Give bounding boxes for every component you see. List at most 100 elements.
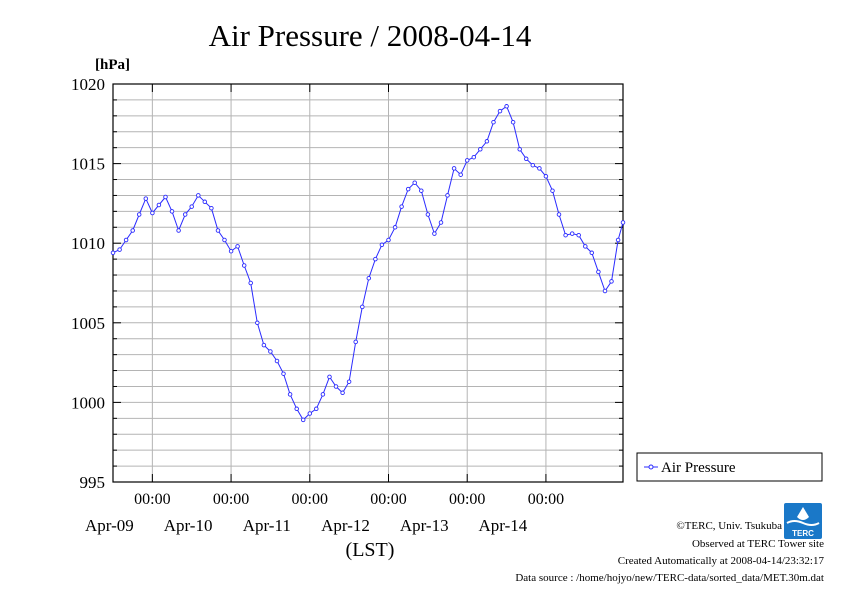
- data-point: [248, 280, 253, 286]
- data-point: [373, 256, 378, 262]
- data-point: [504, 104, 509, 109]
- data-point: [182, 212, 188, 217]
- series-line: [112, 105, 624, 421]
- y-tick-label: 1010: [71, 234, 105, 253]
- y-tick-label: 1015: [71, 155, 105, 174]
- x-tick-time-label: 00:00: [134, 491, 170, 508]
- legend: Air Pressure: [636, 452, 823, 482]
- data-point: [189, 204, 194, 209]
- data-point: [445, 193, 450, 198]
- x-tick-date-label: Apr-11: [243, 516, 291, 535]
- data-point: [123, 237, 129, 243]
- data-point: [294, 406, 299, 412]
- logo-drop-icon: [797, 507, 809, 520]
- axes: [112, 83, 624, 483]
- x-tick-date-label: Apr-13: [400, 516, 449, 535]
- data-point: [550, 188, 555, 193]
- data-point: [569, 231, 575, 236]
- data-point: [464, 158, 470, 163]
- data-point: [484, 139, 490, 144]
- data-point: [602, 288, 608, 294]
- data-point: [228, 248, 234, 254]
- data-point: [392, 225, 398, 230]
- data-point: [523, 156, 529, 162]
- data-point: [386, 237, 391, 243]
- data-point: [471, 154, 477, 160]
- data-point: [379, 242, 385, 248]
- data-point: [620, 220, 626, 225]
- data-point: [202, 199, 208, 205]
- plot-frame: [112, 83, 624, 483]
- x-tick-date-label: Apr-14: [479, 516, 528, 535]
- data-point: [419, 188, 424, 193]
- data-point: [268, 349, 273, 354]
- data-point: [327, 374, 332, 380]
- y-axis-unit-label: [hPa]: [95, 57, 130, 73]
- terc-logo: TERC: [784, 503, 822, 539]
- legend-box: [636, 452, 823, 482]
- data-point: [543, 174, 549, 179]
- data-point: [274, 358, 280, 364]
- x-axis-label: (LST): [346, 539, 395, 561]
- data-point: [530, 162, 536, 168]
- data-point: [491, 119, 496, 125]
- data-point: [143, 196, 149, 201]
- x-tick-labels: 00:00Apr-0900:00Apr-1000:00Apr-1100:00Ap…: [85, 491, 564, 535]
- data-point: [241, 263, 247, 268]
- logo-text: TERC: [792, 529, 814, 538]
- data-point: [576, 232, 581, 238]
- x-tick-time-label: 00:00: [213, 491, 249, 508]
- chart-title: Air Pressure / 2008-04-14: [209, 18, 532, 53]
- data-point: [215, 228, 221, 233]
- data-point: [609, 279, 614, 284]
- data-point: [320, 392, 326, 397]
- data-point: [478, 147, 483, 152]
- x-tick-date-label: Apr-10: [164, 516, 213, 535]
- data-point: [583, 244, 588, 249]
- data-point: [451, 166, 457, 171]
- x-tick-date-label: Apr-09: [85, 516, 134, 535]
- data-point: [281, 371, 286, 376]
- series-air-pressure: [110, 104, 626, 423]
- data-point: [136, 212, 142, 217]
- y-tick-labels: 995 1000 1005 1010 1015 1020: [71, 75, 105, 492]
- data-point: [235, 244, 240, 249]
- data-point: [333, 384, 339, 389]
- x-tick-time-label: 00:00: [292, 491, 328, 508]
- logo-wave-icon: [786, 520, 820, 526]
- data-point: [366, 275, 372, 281]
- data-point: [130, 228, 135, 233]
- data-point: [176, 228, 181, 233]
- logo-background: [784, 503, 822, 539]
- y-tick-label: 1020: [71, 75, 105, 94]
- created-text: Created Automatically at 2008-04-14/23:3…: [617, 555, 824, 567]
- data-point: [360, 304, 365, 310]
- data-point: [209, 205, 214, 211]
- data-point: [412, 180, 417, 185]
- data-point: [353, 339, 358, 345]
- data-point: [287, 392, 293, 397]
- data-point: [563, 232, 568, 238]
- x-tick-time-label: 00:00: [528, 491, 564, 508]
- data-point: [307, 411, 313, 416]
- data-point: [300, 417, 306, 423]
- legend-label: Air Pressure: [661, 460, 736, 476]
- grid-lines: [113, 84, 623, 482]
- source-text: Data source : /home/hojyo/new/TERC-data/…: [515, 572, 824, 584]
- data-point: [261, 342, 267, 348]
- data-point: [425, 212, 431, 217]
- data-point: [537, 166, 542, 171]
- data-point: [163, 194, 168, 200]
- y-tick-label: 1000: [71, 393, 105, 412]
- x-tick-time-label: 00:00: [449, 491, 485, 508]
- data-point: [517, 147, 522, 152]
- data-point: [510, 119, 516, 125]
- x-tick-date-label: Apr-12: [321, 516, 370, 535]
- data-point: [405, 186, 411, 192]
- data-point: [255, 320, 260, 326]
- data-point: [399, 204, 404, 209]
- data-point: [432, 231, 437, 236]
- data-point: [596, 269, 601, 275]
